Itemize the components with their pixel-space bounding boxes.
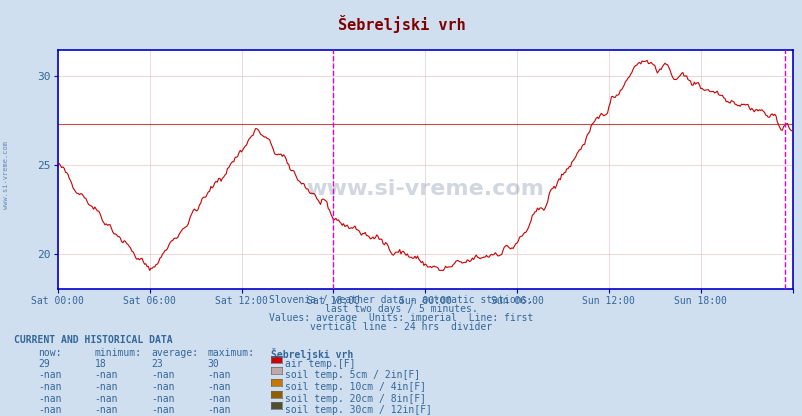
Text: -nan: -nan	[207, 405, 230, 415]
Text: -nan: -nan	[38, 370, 62, 380]
Text: -nan: -nan	[151, 382, 174, 392]
Text: -nan: -nan	[95, 370, 118, 380]
Text: 18: 18	[95, 359, 107, 369]
Text: soil temp. 10cm / 4in[F]: soil temp. 10cm / 4in[F]	[285, 382, 426, 392]
Text: -nan: -nan	[151, 370, 174, 380]
Text: -nan: -nan	[38, 382, 62, 392]
Text: soil temp. 5cm / 2in[F]: soil temp. 5cm / 2in[F]	[285, 370, 419, 380]
Text: 30: 30	[207, 359, 219, 369]
Text: Slovenia / weather data - automatic stations.: Slovenia / weather data - automatic stat…	[269, 295, 533, 305]
Text: -nan: -nan	[38, 394, 62, 404]
Text: -nan: -nan	[95, 394, 118, 404]
Text: vertical line - 24 hrs  divider: vertical line - 24 hrs divider	[310, 322, 492, 332]
Text: 29: 29	[38, 359, 51, 369]
Text: minimum:: minimum:	[95, 348, 142, 358]
Text: -nan: -nan	[151, 405, 174, 415]
Text: -nan: -nan	[151, 394, 174, 404]
Text: www.si-vreme.com: www.si-vreme.com	[306, 178, 544, 199]
Text: -nan: -nan	[95, 382, 118, 392]
Text: Šebreljski vrh: Šebreljski vrh	[337, 15, 465, 32]
Text: -nan: -nan	[207, 394, 230, 404]
Text: CURRENT AND HISTORICAL DATA: CURRENT AND HISTORICAL DATA	[14, 335, 173, 345]
Text: soil temp. 20cm / 8in[F]: soil temp. 20cm / 8in[F]	[285, 394, 426, 404]
Text: Šebreljski vrh: Šebreljski vrh	[271, 348, 353, 360]
Text: -nan: -nan	[38, 405, 62, 415]
Text: soil temp. 30cm / 12in[F]: soil temp. 30cm / 12in[F]	[285, 405, 431, 415]
Text: 23: 23	[151, 359, 163, 369]
Text: last two days / 5 minutes.: last two days / 5 minutes.	[325, 304, 477, 314]
Text: Values: average  Units: imperial  Line: first: Values: average Units: imperial Line: fi…	[269, 313, 533, 323]
Text: average:: average:	[151, 348, 198, 358]
Text: now:: now:	[38, 348, 62, 358]
Text: -nan: -nan	[95, 405, 118, 415]
Text: -nan: -nan	[207, 382, 230, 392]
Text: air temp.[F]: air temp.[F]	[285, 359, 355, 369]
Text: maximum:: maximum:	[207, 348, 254, 358]
Text: -nan: -nan	[207, 370, 230, 380]
Text: www.si-vreme.com: www.si-vreme.com	[3, 141, 10, 209]
